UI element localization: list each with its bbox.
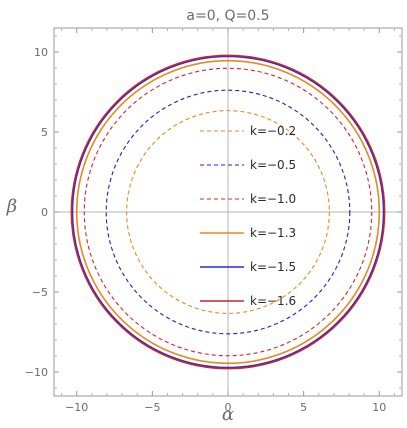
x-tick-label: 10: [372, 401, 386, 414]
axes: [54, 28, 402, 396]
x-tick-label: −10: [65, 401, 88, 414]
ticks: −10 −5 0 5 10 −10 −5 0 5 10: [25, 28, 402, 414]
y-axis-label: β: [6, 196, 17, 217]
curve-1: [105, 89, 351, 335]
x-tick-label: 5: [300, 401, 307, 414]
legend-label-2: k=−1.0: [250, 192, 296, 206]
y-tick-label: −5: [32, 286, 48, 299]
curve-2: [83, 67, 373, 357]
y-tick-label: 10: [34, 46, 48, 59]
curve-4: [71, 55, 385, 369]
y-tick-label: 5: [41, 126, 48, 139]
legend-label-3: k=−1.3: [250, 226, 296, 240]
curve-5: [70, 54, 386, 370]
x-axis-label: α: [222, 404, 234, 425]
curves: [70, 54, 386, 370]
legend-label-4: k=−1.5: [250, 260, 296, 274]
legend-label-1: k=−0.5: [250, 158, 296, 172]
legend: k=−0.2 k=−0.5 k=−1.0 k=−1.3 k=−1.5 k=−1.6: [200, 124, 296, 308]
curve-0: [126, 110, 330, 314]
curve-3: [75, 59, 381, 365]
x-tick-label: −5: [144, 401, 160, 414]
legend-label-0: k=−0.2: [250, 124, 296, 138]
chart-title: a=0, Q=0.5: [186, 8, 269, 24]
legend-label-5: k=−1.6: [250, 294, 296, 308]
y-tick-label: 0: [41, 206, 48, 219]
y-tick-label: −10: [25, 366, 48, 379]
x-tick-label: 0: [225, 401, 232, 414]
